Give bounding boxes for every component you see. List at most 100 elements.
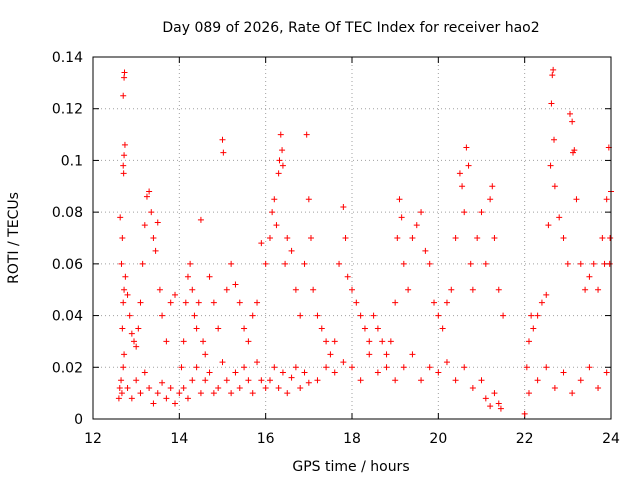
data-point: [154, 390, 161, 397]
data-point: [543, 364, 550, 371]
data-point: [124, 384, 131, 391]
data-point: [150, 235, 157, 241]
data-point: [528, 312, 535, 319]
data-point: [443, 299, 450, 306]
data-point: [538, 299, 545, 306]
data-point: [195, 299, 202, 306]
data-point: [128, 330, 135, 337]
data-point: [564, 260, 571, 267]
data-point: [236, 384, 243, 391]
data-point: [118, 390, 125, 397]
data-point: [116, 384, 123, 391]
data-point: [118, 260, 125, 267]
data-point: [210, 299, 217, 306]
data-point: [146, 384, 153, 391]
data-point: [121, 286, 128, 293]
data-point: [288, 374, 295, 381]
data-point: [392, 377, 399, 384]
data-point: [310, 286, 317, 293]
data-point: [467, 260, 474, 267]
data-point: [152, 247, 159, 254]
data-point: [523, 364, 530, 371]
data-point: [269, 209, 276, 216]
data-point: [193, 325, 200, 332]
data-point: [418, 209, 425, 216]
data-point: [456, 170, 463, 177]
data-point: [167, 384, 174, 391]
data-point: [549, 72, 556, 79]
data-point: [374, 369, 381, 376]
data-point: [150, 400, 157, 407]
data-point: [159, 312, 166, 319]
data-point: [189, 286, 196, 293]
data-point: [573, 196, 580, 203]
data-point: [340, 203, 347, 210]
y-tick-label: 0.12: [52, 102, 83, 118]
y-tick-label: 0: [74, 412, 83, 428]
data-point: [448, 286, 455, 293]
data-point: [595, 384, 602, 391]
data-point: [327, 351, 334, 358]
data-point: [159, 379, 166, 386]
data-point: [469, 286, 476, 293]
data-point: [314, 312, 321, 319]
data-point: [547, 162, 554, 169]
data-point: [439, 325, 446, 332]
data-point: [530, 325, 537, 332]
data-point: [266, 235, 273, 241]
data-point: [236, 299, 243, 306]
data-point: [400, 260, 407, 267]
x-axis-label: GPS time / hours: [292, 459, 409, 475]
data-point: [156, 286, 163, 293]
data-point: [305, 196, 312, 203]
data-point: [143, 193, 150, 200]
data-point: [426, 260, 433, 267]
data-point: [121, 152, 128, 159]
data-point: [262, 260, 269, 267]
data-point: [288, 247, 295, 254]
data-point: [331, 338, 338, 345]
data-point: [176, 390, 183, 397]
data-point: [340, 359, 347, 366]
data-point: [121, 69, 128, 76]
data-point: [297, 384, 304, 391]
data-point: [426, 364, 433, 371]
data-point: [435, 369, 442, 376]
data-point: [396, 196, 403, 203]
data-point: [418, 377, 425, 384]
data-point: [366, 338, 373, 345]
data-point: [249, 390, 256, 397]
data-point: [422, 247, 429, 254]
data-point: [577, 260, 584, 267]
data-point: [405, 286, 412, 293]
data-point: [121, 351, 128, 358]
data-point: [353, 299, 360, 306]
data-point: [148, 209, 155, 216]
data-point: [284, 390, 291, 397]
y-tick-label: 0.06: [52, 257, 83, 273]
data-point: [187, 260, 194, 267]
data-point: [262, 384, 269, 391]
data-point: [550, 66, 557, 73]
data-point: [135, 325, 142, 332]
data-point: [586, 273, 593, 280]
data-point: [128, 395, 135, 402]
data-point: [220, 149, 227, 156]
data-point: [275, 170, 282, 177]
data-point: [607, 235, 614, 241]
data-point: [254, 359, 261, 366]
data-point: [383, 364, 390, 371]
data-point: [465, 162, 472, 169]
data-point: [118, 377, 125, 384]
data-point: [566, 110, 573, 117]
data-point: [305, 379, 312, 386]
data-point: [482, 395, 489, 402]
data-point: [178, 364, 185, 371]
data-point: [249, 312, 256, 319]
data-point: [120, 92, 127, 99]
data-point: [400, 364, 407, 371]
data-point: [206, 273, 213, 280]
data-point: [487, 403, 494, 410]
data-point: [228, 390, 235, 397]
data-point: [577, 377, 584, 384]
